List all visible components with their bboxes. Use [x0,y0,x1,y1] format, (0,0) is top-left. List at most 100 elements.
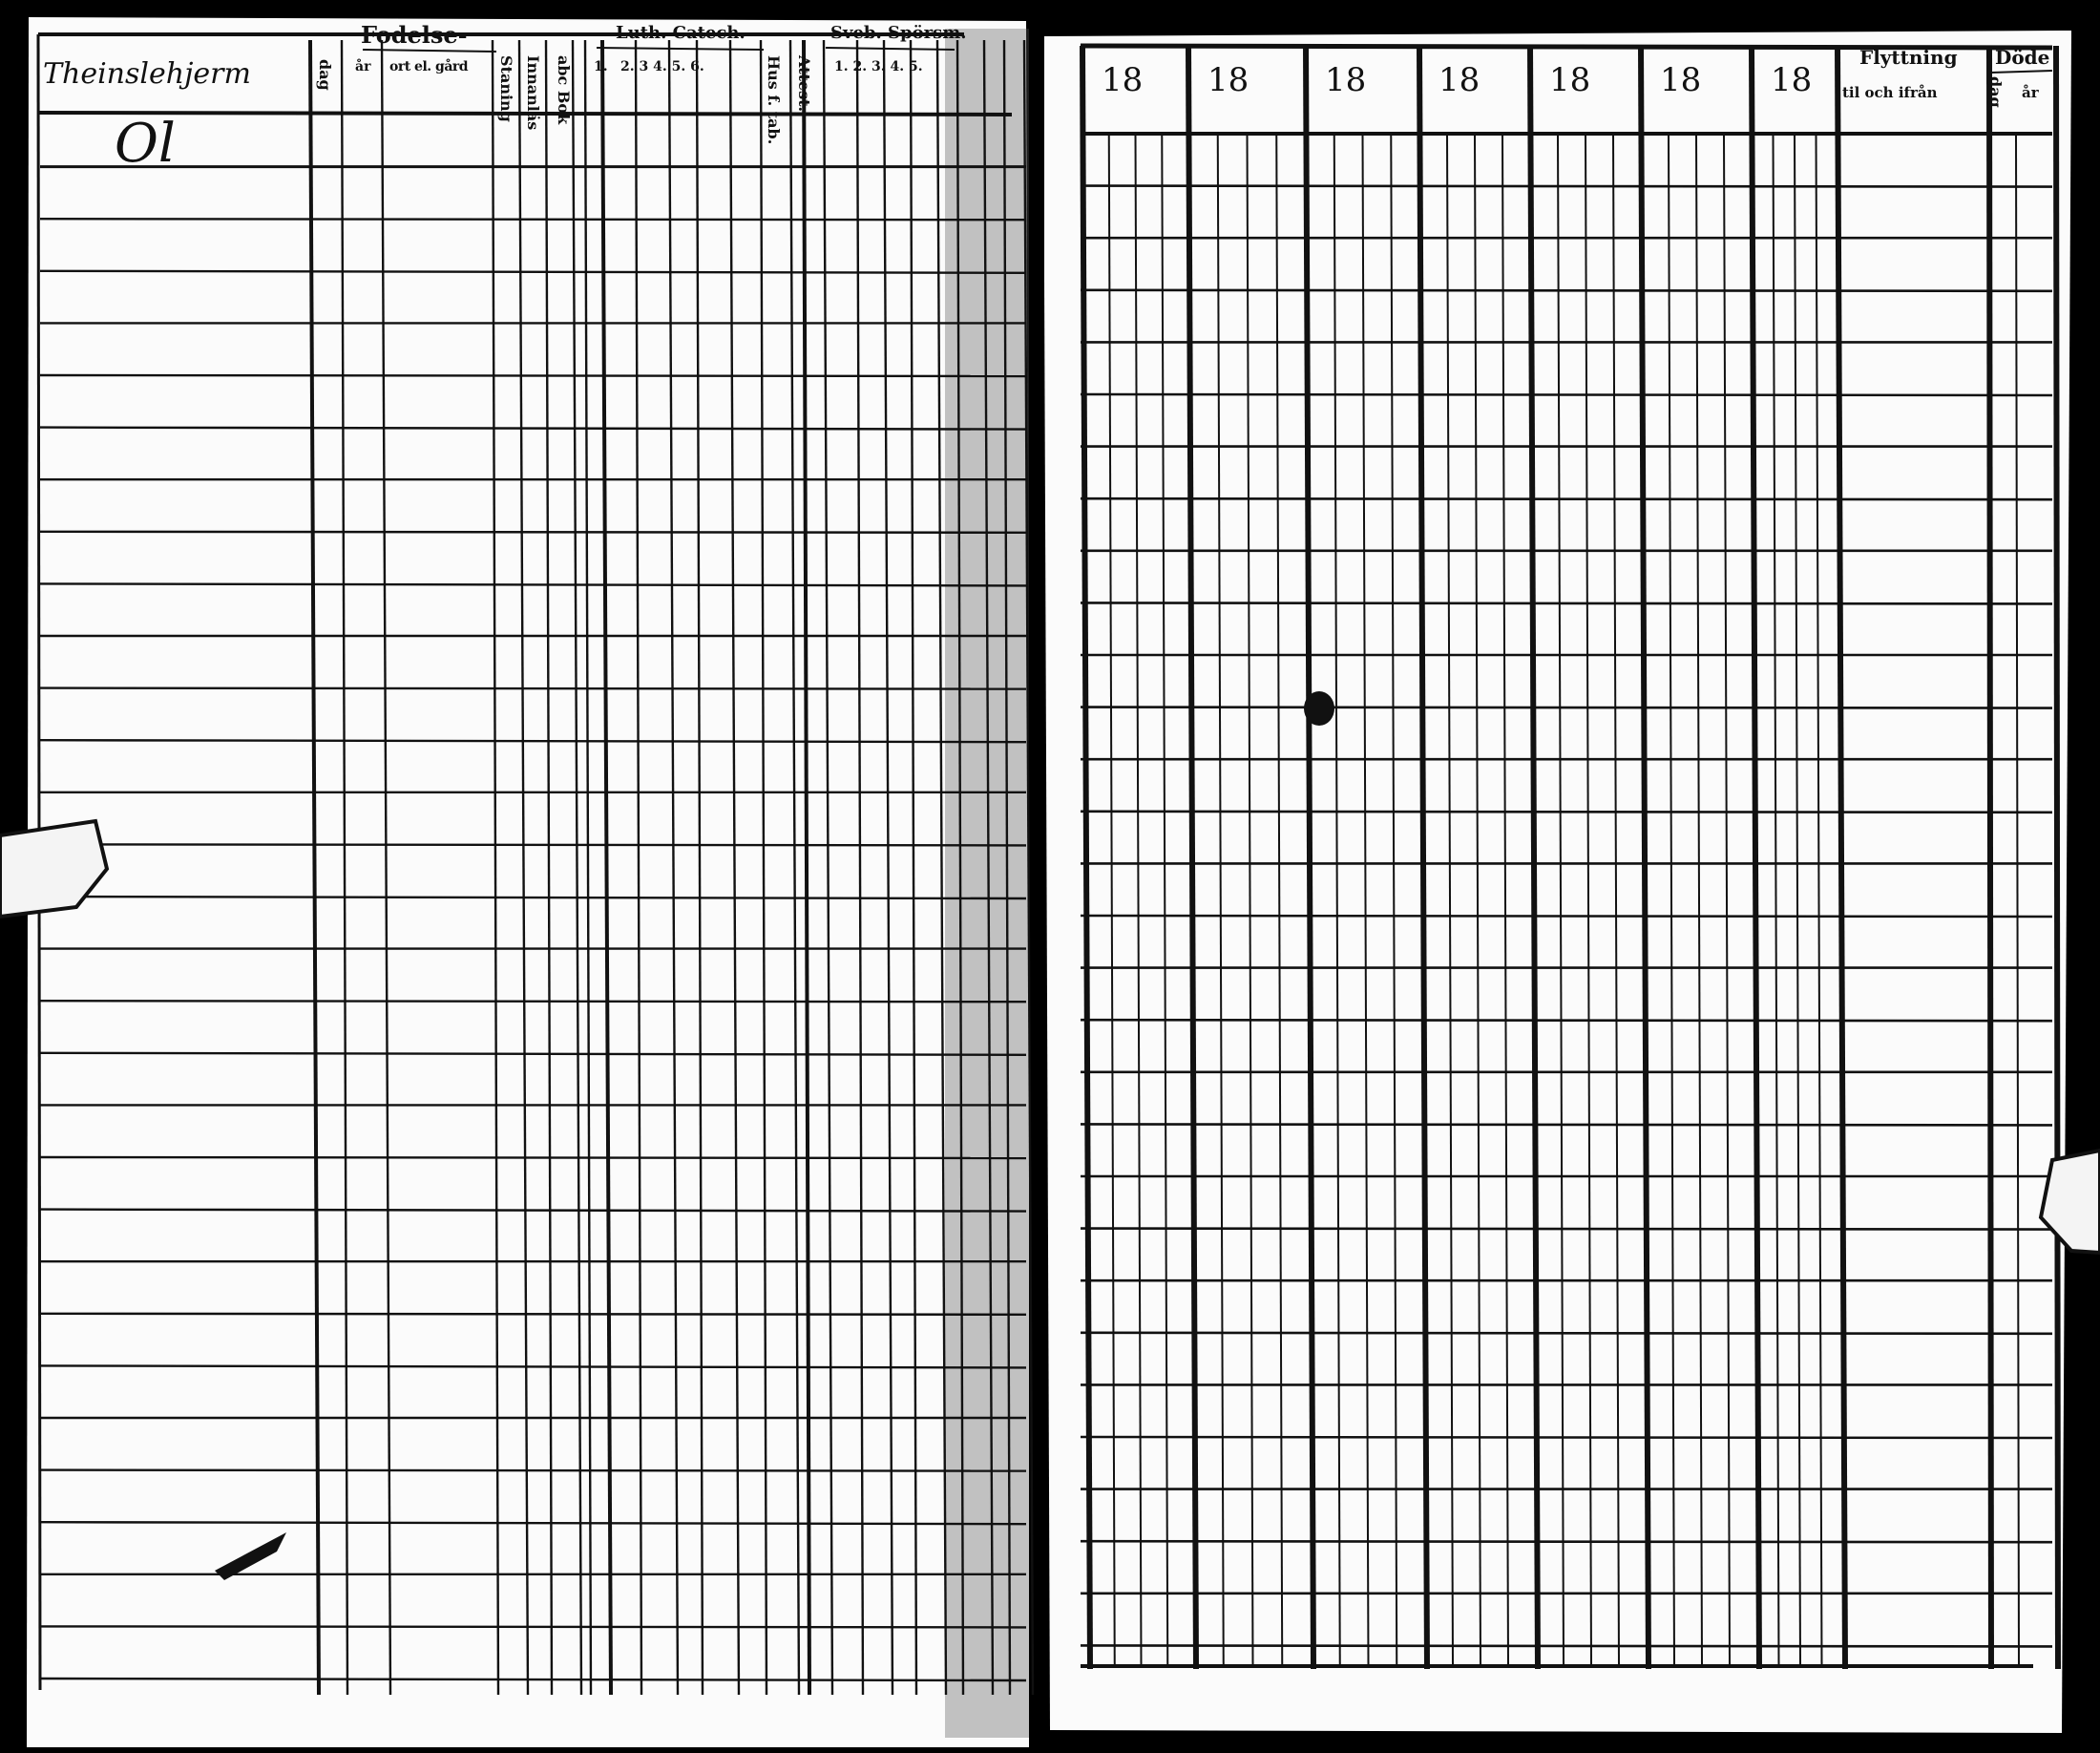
death-header: Döde [1995,46,2050,69]
right-top-rule [1080,43,2053,51]
left-column-rule [695,39,704,1696]
right-thick-column-rule [1835,45,1848,1670]
right-thick-column-rule [1986,45,1994,1670]
left-column-rule [759,39,768,1696]
left-column-rule [491,39,500,1696]
right-thin-column-rule [1361,133,1370,1667]
birth-place-header: ort el. gård [389,59,469,74]
left-column-rule [802,39,811,1696]
left-column-rule [1002,39,1012,1696]
left-column-rule [340,39,349,1696]
left-row-rule [39,1312,1027,1317]
left-row-rule [39,582,1027,587]
catech-subheader-rule [596,47,765,51]
left-column-rule [380,39,392,1696]
year-header: 18 [1102,61,1143,99]
left-column-rule [517,39,530,1696]
left-page [27,17,1031,1747]
year-header: 18 [1771,61,1812,99]
left-column-rule [882,39,894,1696]
year-header: 18 [1660,61,1701,99]
right-row-rule [1080,392,2053,397]
year-header: 18 [1208,61,1249,99]
right-thick-column-rule [1417,45,1430,1670]
left-column-rule [788,39,801,1696]
left-header-rule [37,111,1013,116]
right-thin-column-rule [1474,133,1481,1667]
right-thin-column-rule [1107,133,1116,1667]
right-thin-column-rule [1390,133,1398,1667]
handwritten-name: Theinslehjerm [43,57,251,91]
right-thin-column-rule [1333,133,1341,1667]
attest-header: Attest. [795,55,813,113]
ink-blot [1304,691,1334,726]
year-header: 18 [1438,61,1480,99]
innanlas-header: Innanläs [524,55,542,131]
right-row-rule [1080,1331,2053,1336]
left-column-rule [1022,39,1035,1696]
paper-tab-right [2038,1148,2100,1256]
right-thin-column-rule [1695,133,1703,1667]
left-column-rule [935,39,948,1696]
death-subheader-rule [1990,70,2053,74]
birth-subheader-rule [362,49,497,53]
moving-header: Flyttning [1859,46,1958,69]
right-thick-column-rule [1638,45,1651,1670]
catech-numbers-header: 2. 3 4. 5. 6. [620,59,704,74]
right-page [1043,31,2071,1733]
birth-year-header: år [355,59,371,74]
right-row-rule [1080,1539,2053,1544]
sveb-group-header: Sveb. Spörsm. [830,23,967,43]
abc-bok-header: abc Bok [555,55,573,125]
death-day-header: dag [1986,76,2005,108]
right-thin-column-rule [1216,133,1225,1667]
catech-group-header: Luth. Catech. [616,23,746,43]
left-column-rule [822,39,834,1696]
year-header: 18 [1549,61,1590,99]
left-column-rule [909,39,918,1696]
right-row-rule [1080,1435,2053,1440]
right-thin-column-rule [1815,133,1823,1667]
left-row-rule [39,843,1027,847]
left-column-rule [956,39,965,1696]
right-thick-column-rule [1303,45,1316,1670]
right-thin-column-rule [1446,133,1454,1667]
right-thin-column-rule [1585,133,1592,1667]
right-thick-column-rule [1749,45,1762,1670]
right-thin-column-rule [1772,133,1780,1667]
left-row-rule [39,373,1027,378]
right-thin-column-rule [1794,133,1801,1667]
right-thin-column-rule [1161,133,1169,1667]
right-row-rule [1080,810,2053,814]
left-column-rule [855,39,865,1696]
left-column-rule [571,39,583,1696]
left-column-rule [544,39,554,1696]
right-row-rule [1080,288,2053,293]
death-year-header: år [2022,84,2039,101]
right-thin-column-rule [1723,133,1731,1667]
right-row-rule [1080,914,2053,919]
left-column-rule [600,39,613,1696]
left-column-rule [728,39,741,1696]
stanning-header: Staning [497,55,515,122]
left-column-rule [583,39,593,1696]
paper-tab-left [0,818,110,919]
left-row-rule [39,1625,1027,1629]
right-row-rule [1080,496,2053,501]
sveb-numbers-header: 1. 2. 3. 4. 5. [834,59,923,74]
hus-tab-header: Hus f. tab. [765,55,783,145]
left-row-rule [39,269,1027,274]
left-row-rule [39,739,1027,744]
right-thick-column-rule [1080,45,1093,1670]
left-row-rule [39,895,1027,900]
right-thin-column-rule [1612,133,1620,1667]
right-row-rule [1080,184,2053,188]
left-row-rule [39,1468,1027,1472]
right-thick-column-rule [1186,45,1199,1670]
ink-smudge [215,1532,286,1580]
right-thin-column-rule [1668,133,1675,1667]
right-row-rule [1080,1018,2053,1023]
death-subcolumn-rule [2015,133,2020,1667]
left-row-rule [39,530,1027,534]
left-column-rule [634,39,643,1696]
